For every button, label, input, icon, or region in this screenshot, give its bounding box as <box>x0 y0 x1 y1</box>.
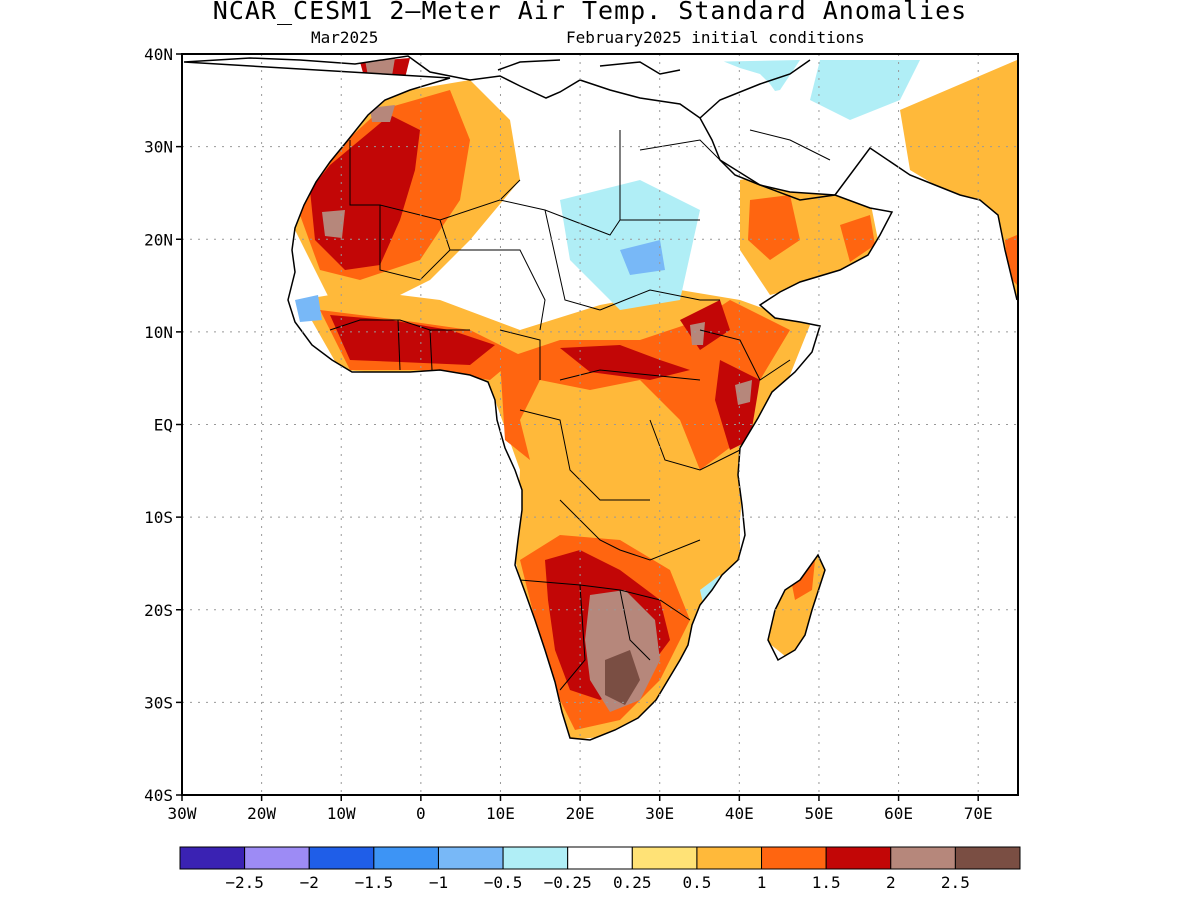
lon-tick-label: 30W <box>168 804 197 823</box>
colorbar-label: 0.25 <box>613 873 652 892</box>
colorbar-label: 0.5 <box>682 873 711 892</box>
lon-tick-label: 70E <box>964 804 993 823</box>
colorbar-label: −2.5 <box>225 873 264 892</box>
lon-tick-label: 20W <box>247 804 276 823</box>
lat-tick-label: 10N <box>144 323 173 342</box>
country-borders <box>329 129 831 691</box>
colorbar-swatch <box>631 846 698 870</box>
lat-tick-label: 10S <box>144 508 173 527</box>
lon-tick-label: 0 <box>416 804 426 823</box>
lat-axis-labels: 40N 30N 20N 10N EQ 10S 20S 30S 40S <box>144 45 182 805</box>
lat-tick-label: 30S <box>144 693 173 712</box>
colorbar-swatch <box>890 846 956 870</box>
colorbar-swatch <box>696 846 763 870</box>
lon-axis-labels: 30W 20W 10W 0 10E 20E 30E 40E 50E 60E 70E <box>168 795 993 823</box>
colorbar-label: 2.5 <box>941 873 970 892</box>
gridlines <box>182 54 1018 795</box>
lat-tick-label: EQ <box>154 416 173 435</box>
lat-tick-label: 40S <box>144 786 173 805</box>
colorbar-swatch <box>502 846 569 870</box>
colorbar-swatch <box>308 846 375 870</box>
colorbar: −2.5 −2 −1.5 −1 −0.5 −0.25 0.25 0.5 1 1.5 2 2.5 <box>179 846 1021 892</box>
lon-tick-label: 30E <box>645 804 674 823</box>
colorbar-swatch <box>825 846 892 870</box>
colorbar-label: 1 <box>757 873 767 892</box>
colorbar-swatch <box>373 846 439 870</box>
lat-tick-label: 30N <box>144 138 173 157</box>
lat-tick-label: 20N <box>144 230 173 249</box>
coastlines <box>183 55 1018 741</box>
colorbar-label: −0.5 <box>484 873 523 892</box>
lon-tick-label: 10W <box>327 804 356 823</box>
colorbar-swatch <box>437 846 504 870</box>
colorbar-label: 2 <box>886 873 896 892</box>
colorbar-label: 1.5 <box>812 873 841 892</box>
colorbar-swatch <box>244 846 310 870</box>
lon-tick-label: 10E <box>486 804 515 823</box>
colorbar-swatch <box>567 846 633 870</box>
lat-tick-label: 20S <box>144 601 173 620</box>
map-title: NCAR_CESM1 2–Meter Air Temp. Standard An… <box>212 0 968 25</box>
forecast-month: Mar2025 <box>311 28 379 47</box>
colorbar-label: −0.25 <box>544 873 592 892</box>
lon-tick-label: 60E <box>884 804 913 823</box>
lon-tick-label: 20E <box>566 804 595 823</box>
initial-conditions: February2025 initial conditions <box>566 28 865 47</box>
colorbar-label: −1 <box>429 873 448 892</box>
colorbar-swatch <box>179 846 246 870</box>
lon-tick-label: 40E <box>725 804 754 823</box>
lat-tick-label: 40N <box>144 45 173 64</box>
anomaly-shading <box>184 56 1017 740</box>
colorbar-label: −2 <box>300 873 319 892</box>
colorbar-swatch <box>954 846 1021 870</box>
lon-tick-label: 50E <box>804 804 833 823</box>
colorbar-swatch <box>761 846 827 870</box>
colorbar-label: −1.5 <box>355 873 394 892</box>
